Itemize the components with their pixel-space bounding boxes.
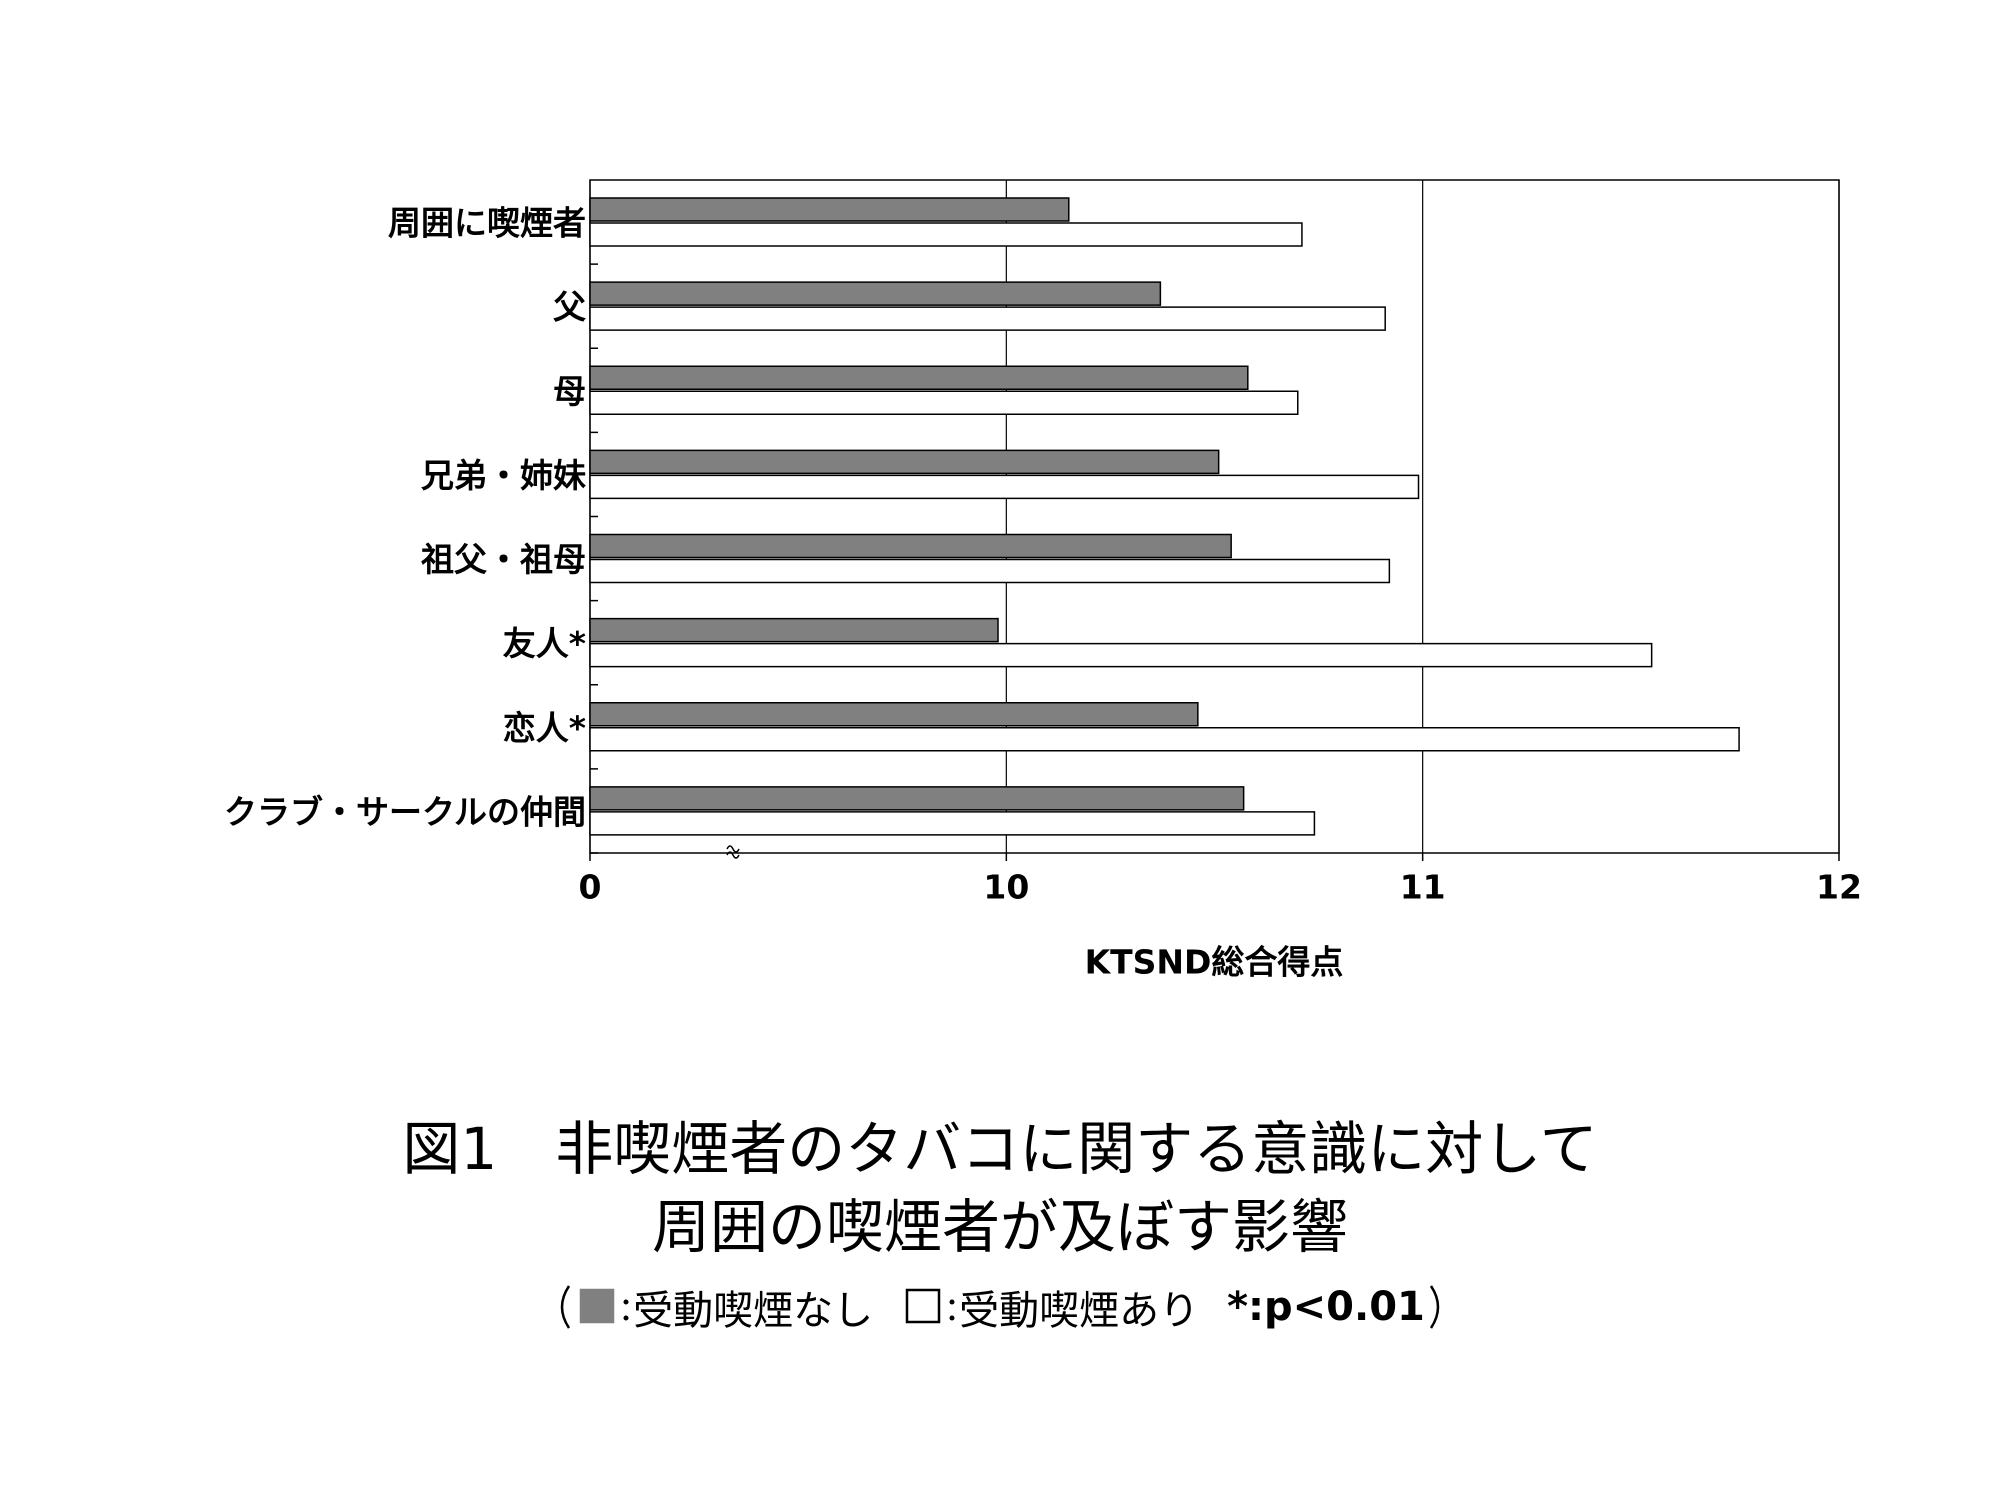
bar bbox=[589, 533, 1232, 559]
bar bbox=[589, 702, 1199, 727]
bar bbox=[589, 642, 1653, 668]
colon bbox=[949, 1299, 955, 1305]
bar bbox=[589, 727, 1740, 752]
bar bbox=[589, 811, 1316, 836]
colon bbox=[623, 1315, 629, 1321]
legend: 受動喫煙なし 受動喫煙あり *:p<0.01 bbox=[0, 1278, 2000, 1336]
colon bbox=[949, 1299, 955, 1321]
y-tick-label: クラブ・サークルの仲間 bbox=[224, 792, 586, 831]
bar bbox=[589, 617, 999, 643]
bar bbox=[589, 306, 1386, 331]
bracket bbox=[1429, 1285, 1440, 1329]
y-tick-label: 祖父・祖母 bbox=[421, 540, 586, 579]
legend-label: 受動喫煙なし bbox=[633, 1288, 874, 1334]
bar bbox=[589, 365, 1249, 390]
plot-area bbox=[589, 179, 1840, 854]
legend-swatch bbox=[579, 1288, 615, 1324]
y-tick-label: 母 bbox=[553, 372, 586, 411]
bar bbox=[589, 281, 1162, 306]
legend-swatch bbox=[905, 1288, 941, 1324]
bar bbox=[589, 786, 1245, 811]
x-tick-label: 11 bbox=[1400, 868, 1446, 907]
x-tick-label: 12 bbox=[1816, 868, 1862, 907]
chart-title: 図1 非喫煙者のタバコに関する意識に対して bbox=[402, 1115, 1597, 1183]
x-axis-title: KTSND総合得点 bbox=[1085, 943, 1344, 982]
chart-title: 周囲の喫煙者が及ぼす影響 bbox=[652, 1193, 1348, 1261]
colon bbox=[623, 1299, 629, 1305]
y-tick-label: 友人* bbox=[503, 624, 586, 663]
x-tick-label: 10 bbox=[983, 868, 1029, 907]
note: *:p<0.01 bbox=[1227, 1284, 1425, 1330]
y-tick-label: 父 bbox=[553, 288, 586, 327]
colon bbox=[623, 1299, 629, 1321]
bar bbox=[589, 558, 1391, 584]
bracket bbox=[560, 1285, 571, 1329]
bar bbox=[589, 390, 1299, 415]
legend-swatch bbox=[905, 1288, 941, 1324]
y-tick-label: 兄弟・姉妹 bbox=[421, 456, 586, 495]
bar bbox=[589, 197, 1070, 222]
y-tick-label: 恋人* bbox=[503, 708, 586, 747]
bar bbox=[589, 474, 1420, 500]
x-tick-label: 0 bbox=[579, 868, 602, 907]
bar bbox=[589, 222, 1303, 247]
colon bbox=[949, 1315, 955, 1321]
axis-break bbox=[726, 845, 740, 859]
bar bbox=[589, 449, 1220, 475]
legend-label: 受動喫煙あり bbox=[959, 1288, 1200, 1334]
legend-swatch bbox=[579, 1288, 615, 1324]
y-tick-label: 周囲に喫煙者 bbox=[388, 204, 586, 243]
bracket bbox=[1429, 1285, 1440, 1329]
bracket bbox=[560, 1285, 571, 1329]
